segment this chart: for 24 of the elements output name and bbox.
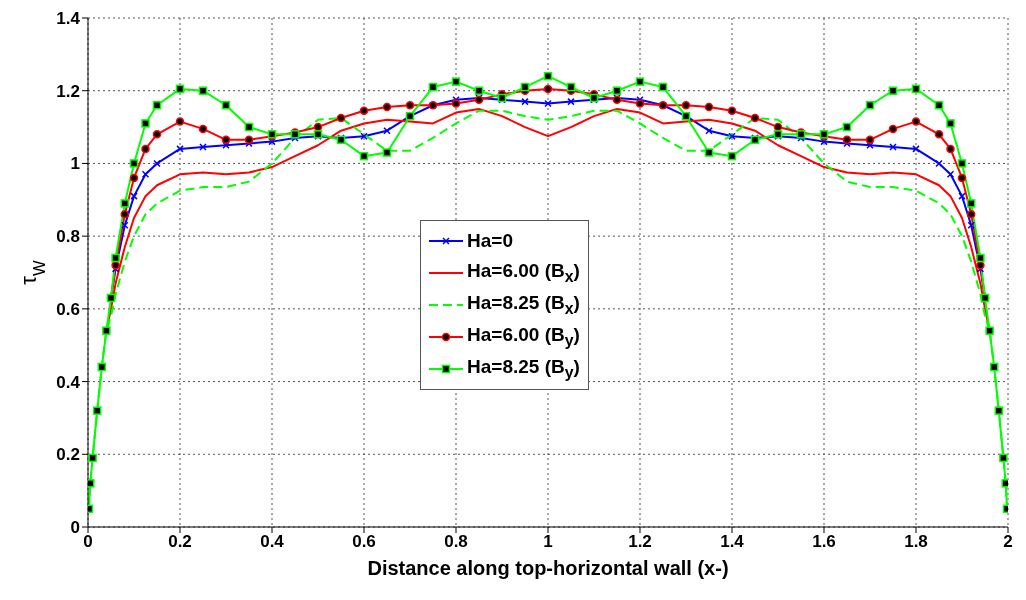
legend-label: Ha=6.00 (B$_{y}$) bbox=[467, 324, 580, 350]
y-tick-label: 0.4 bbox=[56, 372, 81, 392]
legend-label: Ha=6.00 (B$_{x}$) bbox=[467, 260, 580, 286]
x-tick-label: 0.4 bbox=[260, 532, 285, 552]
x-tick-label: 0.6 bbox=[352, 532, 376, 552]
y-tick-label: 1 bbox=[70, 154, 80, 174]
x-tick-label: 1.2 bbox=[628, 532, 652, 552]
x-tick-label: 1.4 bbox=[720, 532, 745, 552]
y-tick-label: 1.2 bbox=[56, 81, 80, 101]
legend-label: Ha=8.25 (B$_{x}$) bbox=[467, 292, 580, 318]
x-tick-label: 1 bbox=[543, 532, 553, 552]
x-tick-label: 2 bbox=[1003, 532, 1013, 552]
x-tick-label: 1.6 bbox=[812, 532, 836, 552]
legend-label: Ha=8.25 (B$_{y}$) bbox=[467, 356, 580, 382]
x-tick-label: 1.8 bbox=[904, 532, 928, 552]
x-tick-label: 0.8 bbox=[444, 532, 468, 552]
legend-label: Ha=0 bbox=[467, 230, 513, 252]
x-axis-title: Distance along top-horizontal wall (x-) bbox=[367, 557, 729, 579]
x-tick-label: 0.2 bbox=[168, 532, 192, 552]
y-tick-label: 0.8 bbox=[56, 227, 80, 247]
y-tick-label: 0.2 bbox=[56, 445, 80, 465]
y-tick-label: 0.6 bbox=[56, 299, 80, 319]
y-tick-label: 0 bbox=[70, 518, 80, 538]
y-tick-label: 1.4 bbox=[56, 9, 81, 29]
